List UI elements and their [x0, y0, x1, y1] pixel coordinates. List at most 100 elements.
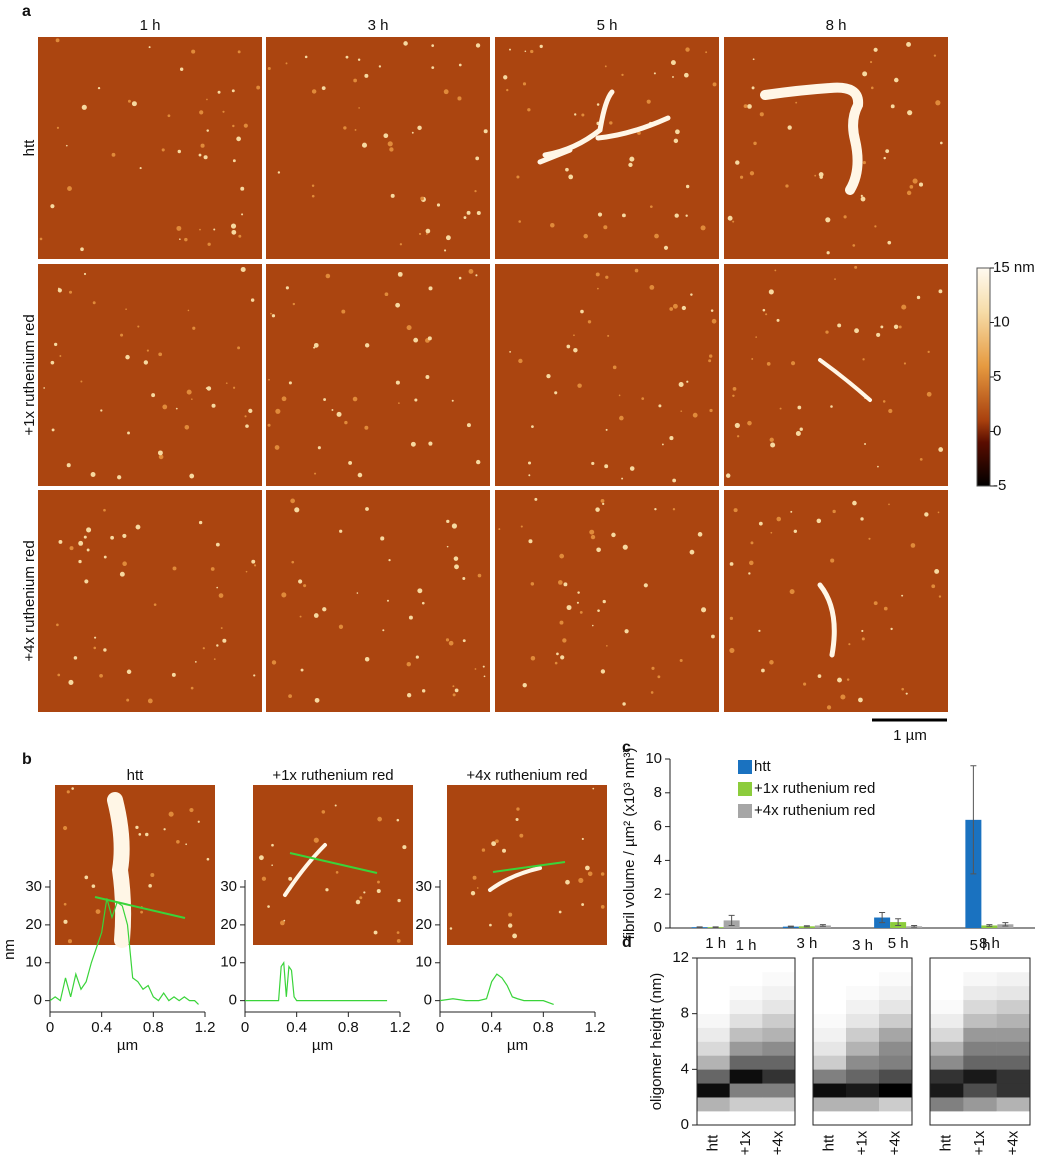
heat-cell: [813, 1027, 847, 1042]
particle: [612, 365, 617, 370]
particle: [211, 403, 216, 408]
particle: [452, 685, 455, 688]
particle: [732, 387, 737, 391]
particle: [179, 238, 181, 241]
heat-cell: [697, 1041, 730, 1056]
particle: [267, 66, 271, 70]
particle: [846, 678, 850, 681]
particle: [779, 407, 782, 410]
column-label: 1 h: [140, 17, 161, 34]
particle: [399, 243, 403, 246]
heat-cell: [813, 1069, 847, 1084]
heat-cell: [813, 999, 847, 1014]
particle: [50, 204, 55, 209]
x-tick-label: +4x: [1004, 1130, 1021, 1155]
x-tick-label: 1.2: [390, 1019, 411, 1036]
heat-cell: [762, 999, 796, 1014]
particle: [539, 44, 543, 49]
particle: [729, 562, 734, 566]
particle: [924, 512, 929, 517]
particle: [175, 407, 178, 410]
particle: [685, 214, 688, 217]
particle: [387, 141, 393, 147]
heat-cell: [930, 971, 964, 987]
frame: [929, 957, 1031, 1126]
y-tick-label: 0: [681, 1116, 689, 1133]
particle: [78, 559, 82, 564]
particle: [596, 103, 600, 106]
particle: [222, 638, 227, 643]
afm-image: [38, 37, 262, 259]
particle: [344, 420, 348, 425]
particle: [122, 533, 127, 538]
particle: [217, 90, 221, 94]
particle: [901, 687, 905, 691]
heat-cell: [729, 1097, 763, 1112]
particle: [901, 304, 907, 310]
y-tick-label: 2: [654, 885, 662, 902]
particle: [747, 420, 752, 426]
particle: [161, 148, 165, 152]
particle: [649, 285, 655, 290]
particle: [421, 689, 426, 693]
heat-cell: [930, 958, 964, 973]
particle: [882, 400, 886, 403]
error-bar: [970, 765, 977, 875]
particle: [739, 175, 744, 179]
particle: [313, 613, 319, 618]
heat-cell: [762, 1013, 796, 1028]
heat-cell: [963, 1027, 997, 1042]
legend-label: htt: [754, 758, 772, 775]
particle: [609, 121, 613, 125]
fibril: [760, 82, 864, 195]
particle: [158, 454, 164, 460]
particle: [203, 155, 208, 160]
particle: [637, 131, 641, 135]
particle: [470, 890, 476, 896]
particle: [604, 464, 609, 469]
particle: [356, 592, 359, 594]
particle: [236, 136, 241, 142]
particle: [852, 500, 857, 506]
y-tick-label: 0: [654, 919, 662, 936]
particle: [84, 875, 89, 880]
particle: [590, 534, 596, 540]
particle: [733, 508, 738, 513]
particle: [709, 408, 713, 413]
particle: [277, 171, 281, 174]
heat-cell: [996, 971, 1031, 987]
particle: [749, 171, 755, 176]
heat-cell: [697, 1097, 730, 1112]
particle: [97, 86, 101, 90]
particle: [789, 589, 795, 595]
particle: [395, 302, 401, 308]
particle: [909, 185, 914, 189]
particle: [799, 427, 803, 431]
particle: [443, 89, 449, 95]
particle: [919, 457, 923, 461]
particle: [770, 531, 773, 534]
particle: [905, 692, 908, 695]
fibril: [537, 89, 671, 165]
y-tick-label: 20: [25, 916, 42, 933]
particle: [199, 110, 204, 115]
heat-cell: [930, 1083, 964, 1098]
particle: [357, 472, 363, 478]
particle: [894, 77, 899, 83]
particle: [938, 595, 942, 598]
heat-cell: [879, 1069, 913, 1084]
particle: [321, 86, 326, 91]
particle: [57, 287, 60, 290]
x-axis-label: µm: [507, 1037, 528, 1054]
particle: [860, 196, 866, 202]
x-tick-label: 0.8: [143, 1019, 164, 1036]
particle: [398, 402, 400, 404]
particle: [143, 360, 149, 365]
particle: [830, 405, 833, 408]
x-tick-label: 5 h: [888, 935, 909, 952]
particle: [314, 697, 320, 703]
particle: [313, 346, 316, 349]
particle: [776, 516, 782, 522]
particle: [770, 442, 776, 448]
